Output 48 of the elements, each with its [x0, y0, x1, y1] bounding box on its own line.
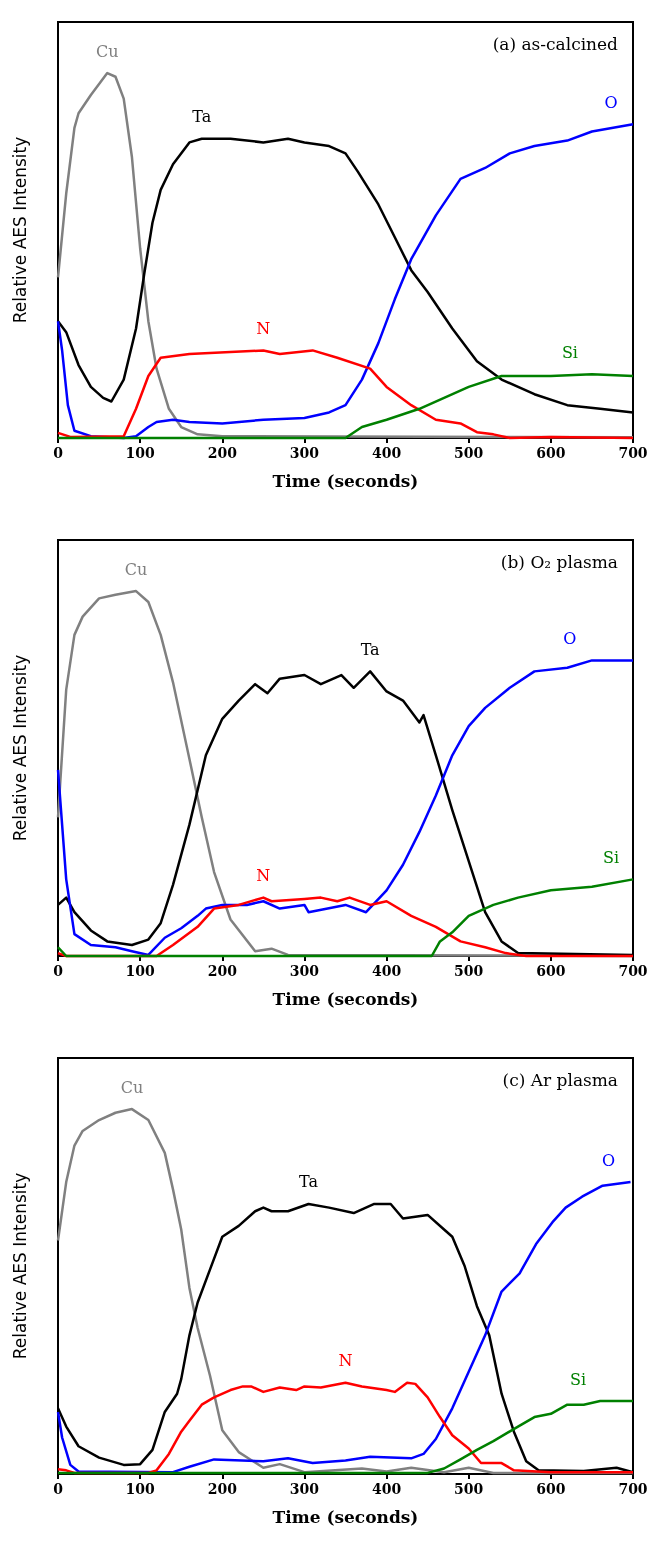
series-label: Cu	[124, 559, 148, 579]
x-tick-label: 700	[618, 445, 648, 461]
series-label: Si	[602, 847, 620, 867]
x-tick-label: 500	[454, 445, 484, 461]
series-label: O	[601, 1150, 616, 1170]
x-tick-label: 200	[207, 963, 238, 979]
chart-title: (a) as-calcined	[492, 33, 619, 54]
series-label: N	[338, 1351, 353, 1371]
x-axis-title: Time (seconds)	[272, 470, 419, 491]
x-tick-label: 300	[289, 963, 320, 979]
x-tick-label: 700	[618, 963, 648, 979]
x-tick-label: 200	[207, 445, 238, 461]
x-tick-label: 300	[289, 1481, 320, 1497]
series-label: Ta	[192, 107, 212, 127]
x-tick-label: 600	[536, 1481, 566, 1497]
y-axis-title: Relative AES Intensity	[9, 1172, 30, 1360]
x-tick-label: 200	[207, 1481, 238, 1497]
x-axis-title: Time (seconds)	[272, 988, 419, 1009]
x-tick-label: 300	[289, 445, 320, 461]
chart-title: (c) Ar plasma	[502, 1069, 619, 1090]
x-tick-label: 100	[125, 963, 156, 979]
x-tick-label: 100	[125, 1481, 156, 1497]
y-axis-title: Relative AES Intensity	[9, 136, 30, 324]
series-label: N	[256, 866, 271, 886]
x-tick-label: 700	[618, 1481, 648, 1497]
chart-title: (b) O₂ plasma	[500, 551, 618, 572]
series-label: Cu	[120, 1077, 144, 1097]
x-tick-label: 0	[53, 445, 64, 461]
x-tick-label: 500	[454, 963, 484, 979]
y-axis-title: Relative AES Intensity	[9, 654, 30, 842]
x-tick-label: 100	[125, 445, 156, 461]
series-label: Si	[570, 1369, 587, 1389]
series-label: O	[604, 92, 618, 112]
x-tick-label: 0	[53, 1481, 64, 1497]
series-label: Cu	[96, 41, 119, 61]
series-label: O	[563, 628, 577, 648]
series-label: Si	[561, 342, 578, 362]
series-label: N	[256, 318, 271, 338]
x-tick-label: 600	[536, 963, 566, 979]
x-tick-label: 400	[371, 963, 402, 979]
x-tick-label: 400	[371, 1481, 402, 1497]
series-label: Ta	[360, 639, 381, 659]
x-tick-label: 600	[536, 445, 566, 461]
x-tick-label: 0	[53, 963, 64, 979]
series-label: Ta	[299, 1172, 319, 1192]
x-tick-label: 400	[371, 445, 402, 461]
x-axis-title: Time (seconds)	[272, 1506, 419, 1527]
x-tick-label: 500	[454, 1481, 484, 1497]
